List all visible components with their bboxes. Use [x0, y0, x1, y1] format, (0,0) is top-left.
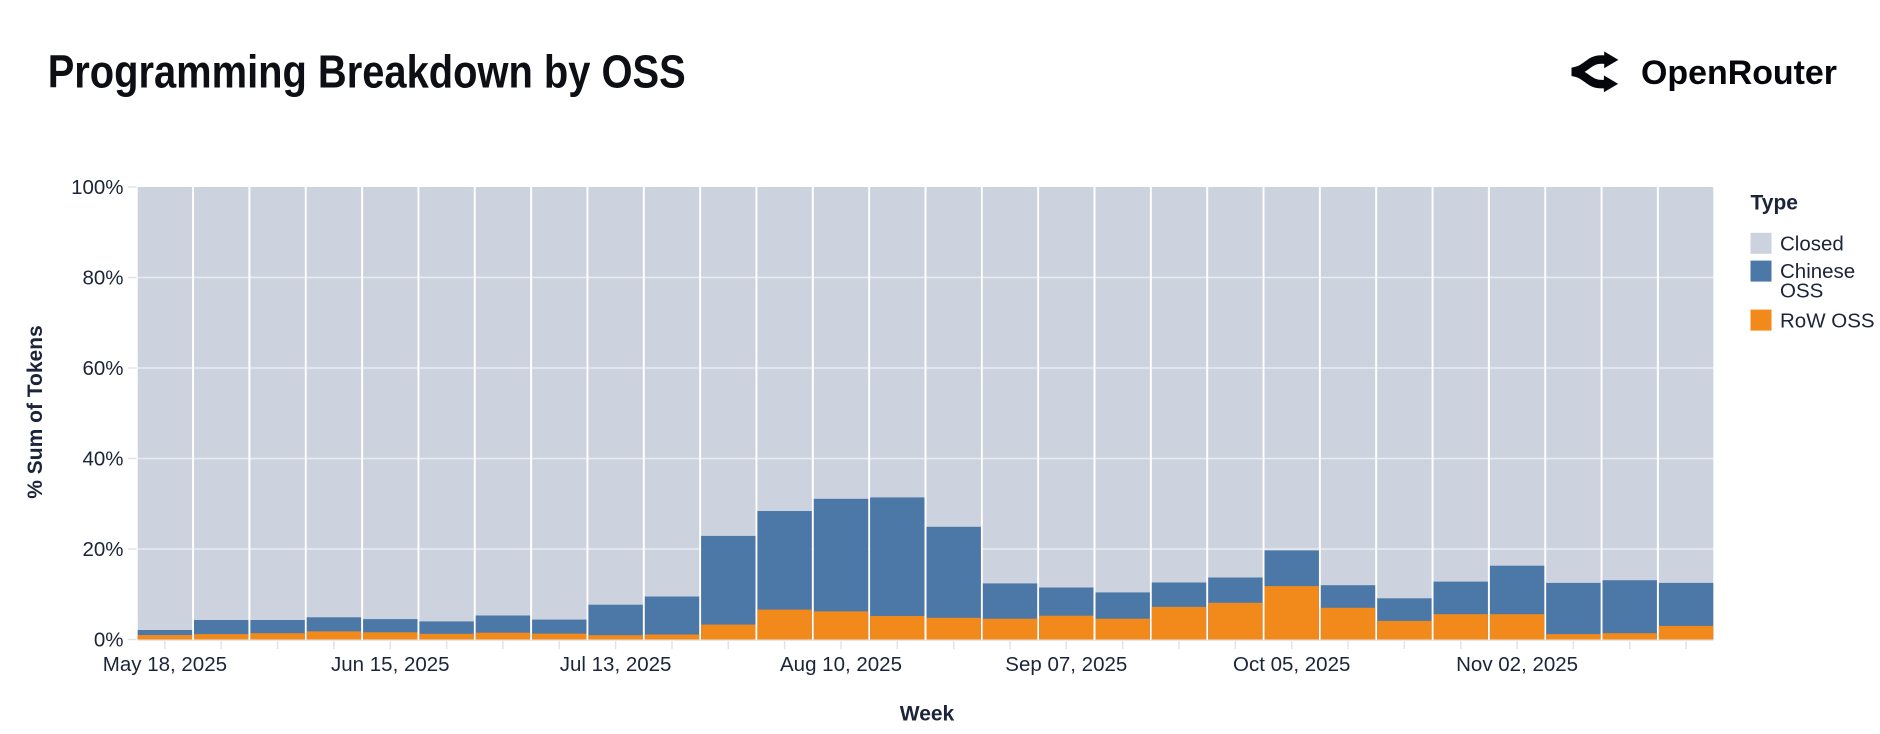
- svg-text:40%: 40%: [82, 448, 123, 471]
- svg-text:Week: Week: [900, 703, 955, 726]
- svg-text:0%: 0%: [94, 629, 124, 652]
- svg-text:20%: 20%: [82, 538, 123, 561]
- svg-text:Jul 13, 2025: Jul 13, 2025: [560, 653, 672, 676]
- svg-text:Aug 10, 2025: Aug 10, 2025: [780, 653, 902, 676]
- svg-text:OSS: OSS: [1780, 280, 1823, 303]
- svg-text:Sep 07, 2025: Sep 07, 2025: [1005, 653, 1127, 676]
- svg-text:100%: 100%: [71, 176, 123, 199]
- svg-text:Nov 02, 2025: Nov 02, 2025: [1456, 653, 1578, 676]
- svg-text:% Sum of Tokens: % Sum of Tokens: [24, 325, 47, 498]
- svg-text:60%: 60%: [82, 357, 123, 380]
- svg-text:OpenRouter: OpenRouter: [1641, 54, 1837, 92]
- svg-text:Jun 15, 2025: Jun 15, 2025: [331, 653, 450, 676]
- svg-text:Programming Breakdown by OSS: Programming Breakdown by OSS: [48, 46, 686, 98]
- svg-text:Type: Type: [1751, 192, 1798, 215]
- svg-text:RoW OSS: RoW OSS: [1780, 310, 1875, 333]
- svg-text:Chinese: Chinese: [1780, 260, 1855, 283]
- svg-text:80%: 80%: [82, 267, 123, 290]
- svg-text:Oct 05, 2025: Oct 05, 2025: [1233, 653, 1350, 676]
- svg-text:May 18, 2025: May 18, 2025: [103, 653, 227, 676]
- svg-text:Closed: Closed: [1780, 233, 1844, 256]
